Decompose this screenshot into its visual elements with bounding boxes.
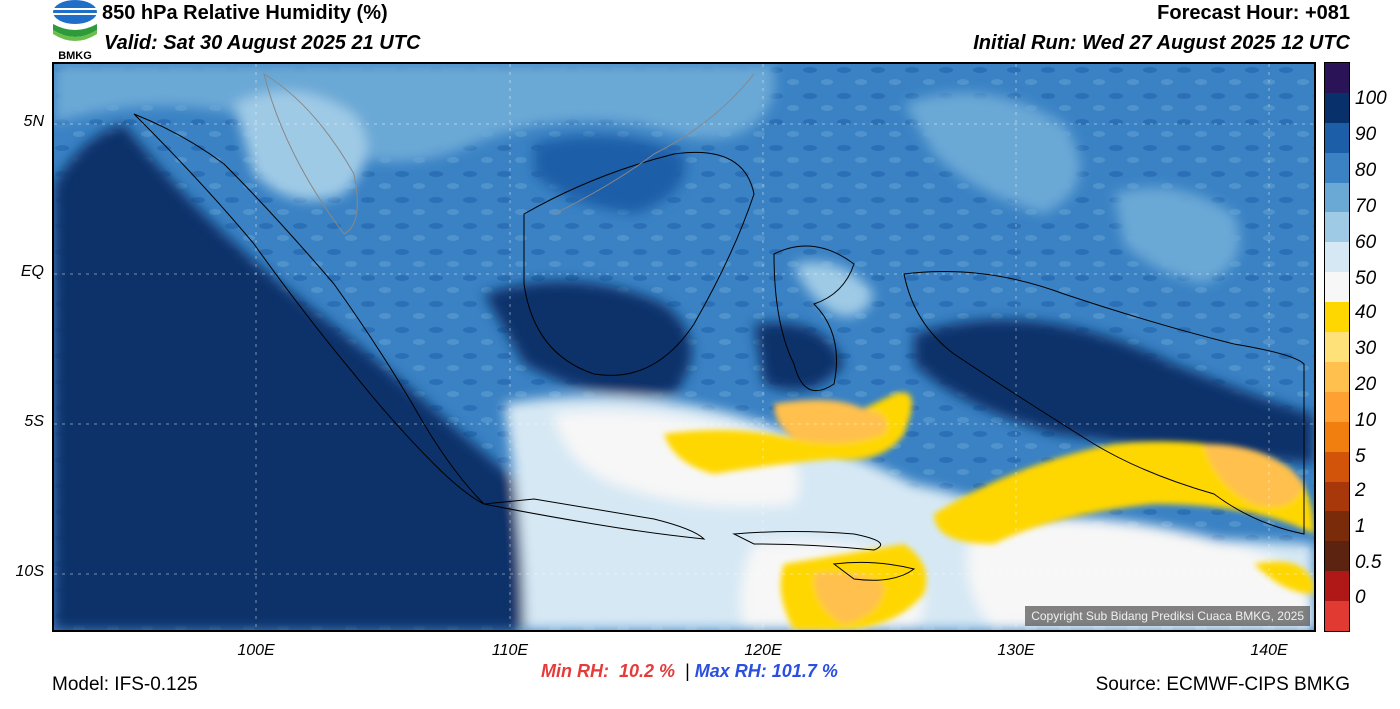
colorbar-segment [1325,511,1349,542]
colorbar-segment [1325,212,1349,243]
max-rh-value: 101.7 % [771,661,838,681]
colorbar-segment [1325,242,1349,273]
lon-label-120e: 120E [744,642,782,659]
valid-time: Valid: Sat 30 August 2025 21 UTC [104,32,421,54]
lat-label-5n: 5N [23,113,44,130]
colorbar-label: 50 [1355,268,1377,289]
colorbar-segment [1325,272,1349,303]
bmkg-logo: BMKG [50,0,100,62]
colorbar-segment [1325,302,1349,333]
colorbar-segment [1325,152,1349,184]
colorbar-label: 2 [1355,480,1366,501]
colorbar [1324,62,1350,632]
colorbar-segment [1325,571,1349,602]
humidity-map: Copyright Sub Bidang Prediksi Cuaca BMKG… [52,62,1316,632]
colorbar-segment [1325,361,1349,393]
initial-run: Initial Run: Wed 27 August 2025 12 UTC [973,32,1350,54]
colorbar-label: 90 [1355,124,1377,145]
colorbar-label: 100 [1355,88,1387,109]
lat-label-10s: 10S [15,563,44,580]
colorbar-segment [1325,63,1349,94]
colorbar-segment [1325,182,1349,213]
lon-label-140e: 140E [1250,642,1288,659]
colorbar-segment [1325,601,1349,632]
colorbar-segment [1325,92,1349,124]
forecast-hour: Forecast Hour: +081 [1157,2,1350,24]
svg-text:BMKG: BMKG [58,50,92,60]
colorbar-segment [1325,481,1349,512]
gridlines [54,64,1314,630]
lon-label-110e: 110E [491,642,529,659]
humidity-field [54,64,1314,630]
rh-stats: Min RH: 10.2 % | Max RH: 101.7 % [541,661,838,682]
copyright-notice: Copyright Sub Bidang Prediksi Cuaca BMKG… [1025,606,1310,626]
colorbar-segment [1325,451,1349,483]
source-label: Source: ECMWF-CIPS BMKG [1095,674,1350,695]
page-title: 850 hPa Relative Humidity (%) [102,2,388,24]
model-label: Model: IFS-0.125 [52,674,198,695]
min-rh-label: Min RH: [541,661,609,681]
colorbar-label: 10 [1355,410,1377,431]
lon-label-100e: 100E [237,642,275,659]
colorbar-label: 0 [1355,587,1366,608]
lat-label-5s: 5S [24,413,44,430]
max-rh-label: Max RH: [694,661,767,681]
colorbar-label: 5 [1355,446,1366,467]
min-rh: Min RH: 10.2 % [541,661,675,681]
colorbar-label: 60 [1355,232,1377,253]
bmkg-logo-icon: BMKG [53,0,97,62]
max-rh: Max RH: 101.7 % [695,661,838,681]
colorbar-segment [1325,332,1349,363]
colorbar-segment [1325,122,1349,154]
colorbar-label: 70 [1355,196,1377,217]
colorbar-label: 0.5 [1355,552,1382,573]
min-rh-value: 10.2 % [619,661,676,681]
colorbar-label: 40 [1355,302,1377,323]
lat-label-eq: EQ [20,263,44,280]
colorbar-segment [1325,541,1349,572]
colorbar-segment [1325,421,1349,453]
colorbar-label: 1 [1355,516,1366,537]
colorbar-label: 80 [1355,160,1377,181]
colorbar-segment [1325,391,1349,423]
lon-label-130e: 130E [997,642,1035,659]
colorbar-label: 30 [1355,338,1377,359]
colorbar-label: 20 [1355,374,1377,395]
coastlines [133,72,1305,581]
stats-separator: | [685,661,690,681]
